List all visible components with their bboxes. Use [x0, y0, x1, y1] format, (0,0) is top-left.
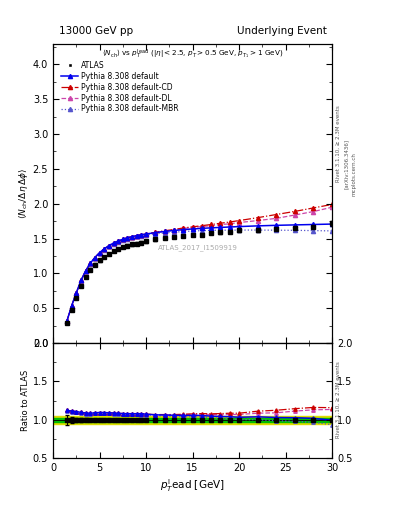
Y-axis label: Ratio to ATLAS: Ratio to ATLAS	[21, 370, 30, 431]
Bar	[53, 416, 332, 424]
X-axis label: $p_T^\mathrm{l}$ead [GeV]: $p_T^\mathrm{l}$ead [GeV]	[160, 477, 225, 494]
Text: Rivet 3.1.10, ≥ 2.3M events: Rivet 3.1.10, ≥ 2.3M events	[336, 105, 341, 182]
Text: Rivet 3.1.10, ≥ 2.3M events: Rivet 3.1.10, ≥ 2.3M events	[336, 361, 341, 438]
Text: Underlying Event: Underlying Event	[237, 26, 327, 36]
Text: [arXiv:1306.3436]: [arXiv:1306.3436]	[344, 139, 349, 189]
Text: $\langle N_\mathrm{ch}\rangle$ vs $p_T^\mathrm{lead}$ ($|\eta|<2.5$, $p_T>0.5$ G: $\langle N_\mathrm{ch}\rangle$ vs $p_T^\…	[102, 48, 283, 61]
Text: ATLAS_2017_I1509919: ATLAS_2017_I1509919	[158, 244, 238, 250]
Text: 13000 GeV pp: 13000 GeV pp	[59, 26, 133, 36]
Bar	[53, 418, 332, 422]
Text: mcplots.cern.ch: mcplots.cern.ch	[352, 152, 357, 196]
Y-axis label: $\langle N_\mathrm{ch}/\Delta\eta\,\Delta\phi \rangle$: $\langle N_\mathrm{ch}/\Delta\eta\,\Delt…	[17, 168, 30, 219]
Legend: ATLAS, Pythia 8.308 default, Pythia 8.308 default-CD, Pythia 8.308 default-DL, P: ATLAS, Pythia 8.308 default, Pythia 8.30…	[60, 59, 180, 115]
